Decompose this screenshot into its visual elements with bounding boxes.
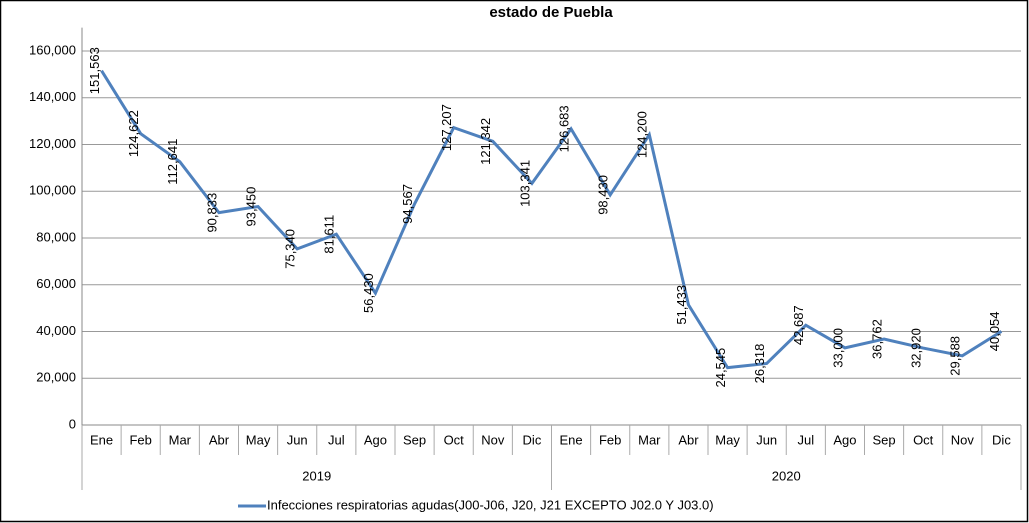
data-label: 75,340 bbox=[283, 229, 298, 269]
x-tick-label: Nov bbox=[951, 432, 975, 447]
group-label: 2019 bbox=[302, 468, 331, 483]
x-tick-label: Jul bbox=[798, 432, 815, 447]
data-label: 94,567 bbox=[400, 184, 415, 224]
x-tick-label: Sep bbox=[403, 432, 426, 447]
y-tick-label: 40,000 bbox=[36, 323, 76, 338]
x-tick-label: Ago bbox=[833, 432, 856, 447]
data-label: 103,341 bbox=[517, 160, 532, 207]
x-tick-label: Ago bbox=[364, 432, 387, 447]
data-label: 56,430 bbox=[361, 273, 376, 313]
x-tick-label: Feb bbox=[599, 432, 621, 447]
x-tick-label: Sep bbox=[872, 432, 895, 447]
legend-label: Infecciones respiratorias agudas(J00-J06… bbox=[267, 497, 714, 512]
data-label: 121,342 bbox=[478, 118, 493, 165]
group-label: 2020 bbox=[772, 468, 801, 483]
x-tick-label: Jun bbox=[756, 432, 777, 447]
chart-title: estado de Puebla bbox=[489, 4, 613, 21]
data-label: 42,687 bbox=[791, 305, 806, 345]
data-label: 81,611 bbox=[322, 215, 337, 254]
data-label: 124,200 bbox=[635, 111, 650, 158]
y-tick-label: 20,000 bbox=[36, 370, 76, 385]
y-tick-label: 60,000 bbox=[36, 276, 76, 291]
y-tick-label: 80,000 bbox=[36, 229, 76, 244]
data-label: 127,207 bbox=[439, 104, 454, 151]
x-tick-label: Mar bbox=[638, 432, 661, 447]
y-tick-label: 100,000 bbox=[29, 183, 76, 198]
line-series bbox=[100, 69, 1003, 370]
x-tick-label: Dic bbox=[992, 432, 1011, 447]
data-label: 93,450 bbox=[244, 187, 259, 227]
x-tick-label: Mar bbox=[169, 432, 192, 447]
x-tick-label: Dic bbox=[523, 432, 542, 447]
data-label: 33,000 bbox=[830, 328, 845, 368]
data-label: 98,430 bbox=[596, 175, 611, 215]
x-tick-label: Oct bbox=[444, 432, 465, 447]
x-tick-label: May bbox=[246, 432, 271, 447]
x-tick-label: Jul bbox=[328, 432, 345, 447]
x-tick-label: Abr bbox=[678, 432, 699, 447]
data-label: 151,563 bbox=[87, 47, 102, 94]
data-label: 26,318 bbox=[752, 344, 767, 384]
x-tick-label: Abr bbox=[209, 432, 230, 447]
data-label: 51,433 bbox=[674, 285, 689, 325]
x-tick-label: Ene bbox=[559, 432, 582, 447]
y-tick-label: 120,000 bbox=[29, 136, 76, 151]
data-label: 32,920 bbox=[909, 328, 924, 368]
x-tick-label: Oct bbox=[913, 432, 934, 447]
y-tick-label: 160,000 bbox=[29, 42, 76, 57]
data-label: 36,762 bbox=[870, 319, 885, 359]
x-tick-label: Ene bbox=[90, 432, 113, 447]
x-tick-label: May bbox=[715, 432, 740, 447]
data-label: 126,683 bbox=[557, 105, 572, 152]
x-tick-label: Feb bbox=[129, 432, 151, 447]
data-label: 24,545 bbox=[713, 348, 728, 388]
data-label: 90,833 bbox=[204, 193, 219, 233]
data-label: 40,054 bbox=[987, 311, 1002, 351]
y-tick-label: 140,000 bbox=[29, 89, 76, 104]
x-tick-label: Nov bbox=[481, 432, 505, 447]
data-label: 112,641 bbox=[165, 139, 180, 185]
x-tick-label: Jun bbox=[287, 432, 308, 447]
data-label: 29,588 bbox=[948, 336, 963, 376]
data-label: 124,622 bbox=[126, 110, 141, 157]
y-tick-label: 0 bbox=[69, 416, 76, 431]
